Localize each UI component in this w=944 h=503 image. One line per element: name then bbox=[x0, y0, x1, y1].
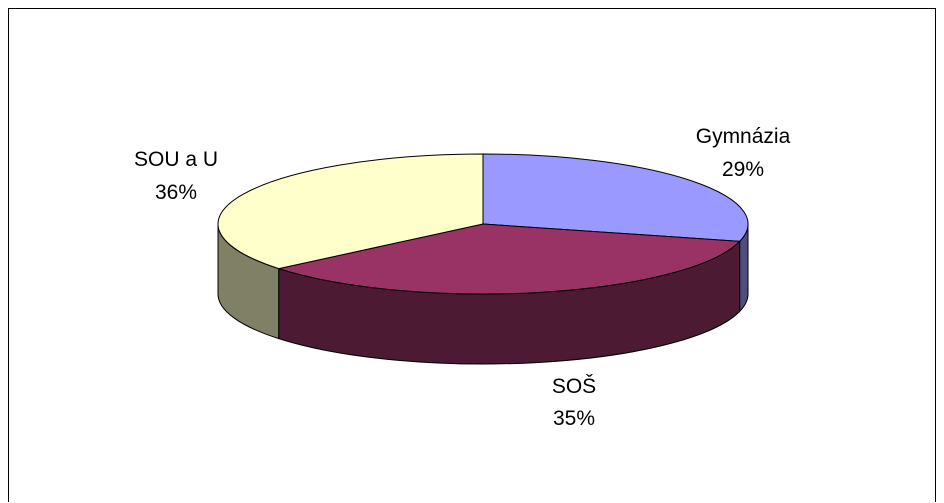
label-sou-pct: 36% bbox=[155, 181, 197, 204]
pie-top-faces bbox=[217, 153, 749, 295]
label-gymnazia-pct: 29% bbox=[722, 158, 764, 181]
pie-chart: Gymnázia 29% SOŠ 35% SOU a U 36% bbox=[134, 125, 791, 430]
pie-slice-sou-a-u bbox=[217, 153, 484, 270]
label-sos-name: SOŠ bbox=[552, 375, 596, 398]
data-labels: Gymnázia 29% SOŠ 35% SOU a U 36% bbox=[134, 125, 791, 430]
label-sos-pct: 35% bbox=[553, 407, 595, 430]
chart-area: Gymnázia 29% SOŠ 35% SOU a U 36% bbox=[8, 8, 936, 502]
label-sou-name: SOU a U bbox=[134, 148, 218, 171]
pie-slice-so- bbox=[278, 223, 741, 295]
label-gymnazia-name: Gymnázia bbox=[696, 125, 791, 148]
pie-slice-gymn-zia bbox=[482, 153, 749, 242]
